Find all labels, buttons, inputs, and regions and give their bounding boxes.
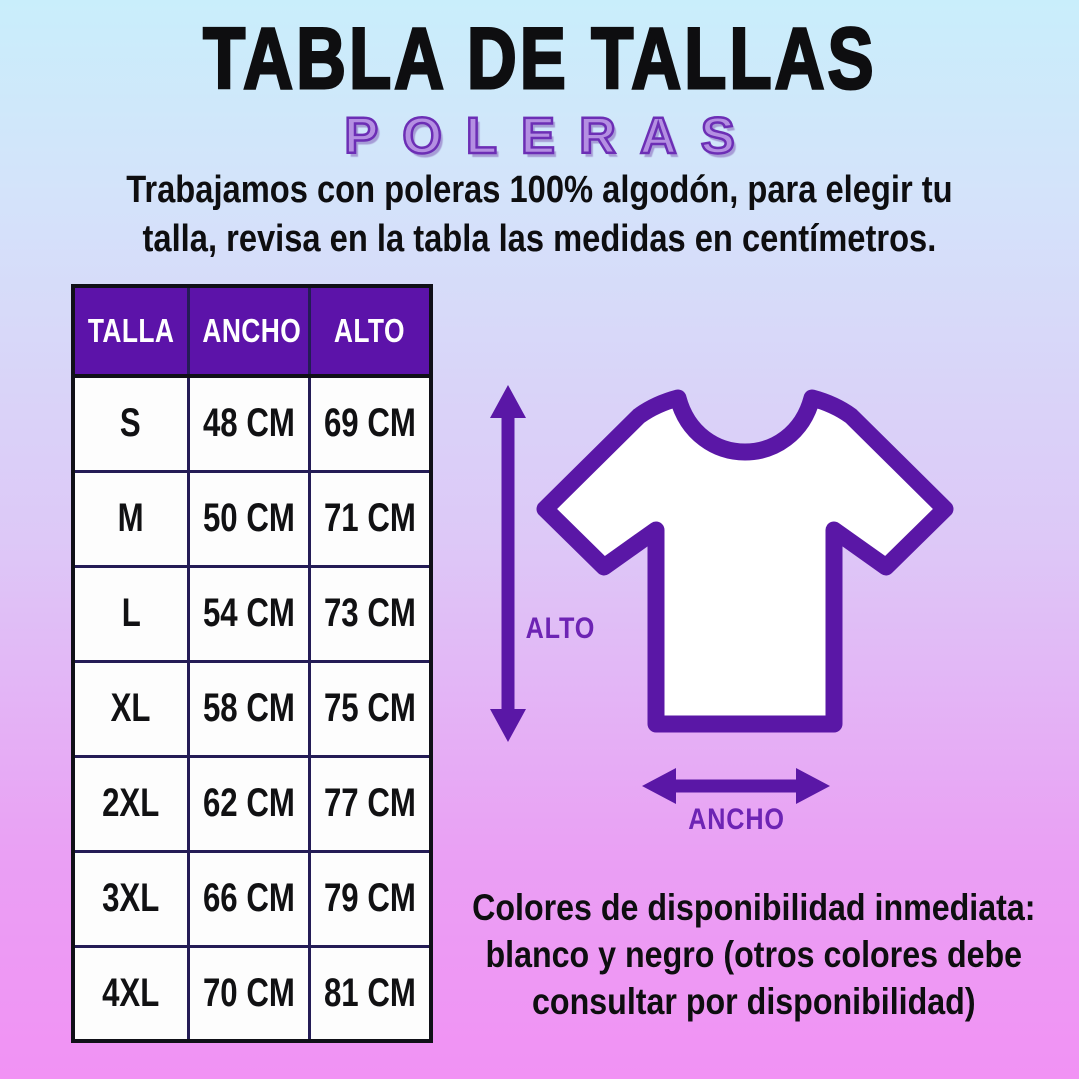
- header-cell-talla: TALLA: [71, 284, 190, 378]
- header-cell-alto: ALTO: [307, 284, 433, 378]
- table-row: S 48 CM 69 CM: [71, 374, 433, 473]
- availability-line-3: consultar por disponibilidad): [532, 981, 976, 1022]
- width-value: 58 CM: [202, 686, 295, 730]
- column-header-alto: ALTO: [334, 312, 406, 349]
- width-value: 66 CM: [202, 876, 295, 920]
- table-row: 2XL 62 CM 77 CM: [71, 754, 433, 853]
- page-subtitle: POLERAS: [343, 106, 759, 166]
- size-value: L: [121, 591, 141, 635]
- table-row: 4XL 70 CM 81 CM: [71, 944, 433, 1043]
- height-value: 71 CM: [323, 496, 416, 540]
- alto-label-wrap: ALTO: [515, 612, 605, 646]
- width-value: 48 CM: [202, 401, 295, 446]
- height-value: 81 CM: [323, 970, 416, 1015]
- column-header-ancho: ANCHO: [201, 312, 301, 349]
- size-value: S: [120, 401, 142, 446]
- size-value: M: [117, 496, 144, 540]
- table-row: L 54 CM 73 CM: [71, 564, 433, 663]
- size-value: 3XL: [102, 876, 160, 920]
- width-value: 70 CM: [202, 970, 295, 1015]
- ancho-label-wrap: ANCHO: [640, 803, 832, 837]
- alto-label: ALTO: [525, 612, 595, 645]
- height-value: 73 CM: [323, 591, 416, 635]
- intro-text: Trabajamos con poleras 100% algodón, par…: [126, 166, 952, 264]
- column-header-talla: TALLA: [87, 312, 175, 349]
- intro-paragraph: Trabajamos con poleras 100% algodón, par…: [0, 166, 1079, 264]
- table-row: XL 58 CM 75 CM: [71, 659, 433, 758]
- table-row: M 50 CM 71 CM: [71, 469, 433, 568]
- availability-line-2: blanco y negro (otros colores debe: [485, 934, 1023, 975]
- header-cell-ancho: ANCHO: [186, 284, 311, 378]
- size-table: TALLA ANCHO ALTO S 48 CM 69 CM M 50 CM 7…: [71, 284, 433, 1043]
- page-title: TABLA DE TALLAS: [202, 10, 877, 109]
- height-value: 69 CM: [323, 401, 416, 446]
- ancho-arrow-icon: [642, 768, 830, 804]
- availability-note: Colores de disponibilidad inmediata: bla…: [430, 884, 1065, 1025]
- width-value: 62 CM: [202, 781, 295, 825]
- alto-arrow-icon: [490, 385, 526, 742]
- tshirt-icon: [536, 389, 954, 733]
- size-value: 2XL: [102, 781, 160, 825]
- table-header-row: TALLA ANCHO ALTO: [71, 284, 433, 378]
- page-subtitle-wrap: POLERAS: [0, 106, 1079, 166]
- height-value: 75 CM: [323, 686, 416, 730]
- intro-line-1: Trabajamos con poleras 100% algodón, par…: [126, 169, 953, 211]
- page-title-wrap: TABLA DE TALLAS: [0, 10, 1079, 109]
- height-value: 79 CM: [323, 876, 416, 920]
- width-value: 50 CM: [202, 496, 295, 540]
- size-value: 4XL: [102, 970, 160, 1015]
- table-row: 3XL 66 CM 79 CM: [71, 849, 433, 948]
- width-value: 54 CM: [202, 591, 295, 635]
- availability-text: Colores de disponibilidad inmediata: bla…: [472, 884, 1035, 1025]
- intro-line-2: talla, revisa en la tabla las medidas en…: [142, 218, 937, 260]
- availability-line-1: Colores de disponibilidad inmediata:: [472, 887, 1036, 928]
- size-value: XL: [110, 686, 151, 730]
- ancho-label: ANCHO: [687, 803, 785, 836]
- height-value: 77 CM: [323, 781, 416, 825]
